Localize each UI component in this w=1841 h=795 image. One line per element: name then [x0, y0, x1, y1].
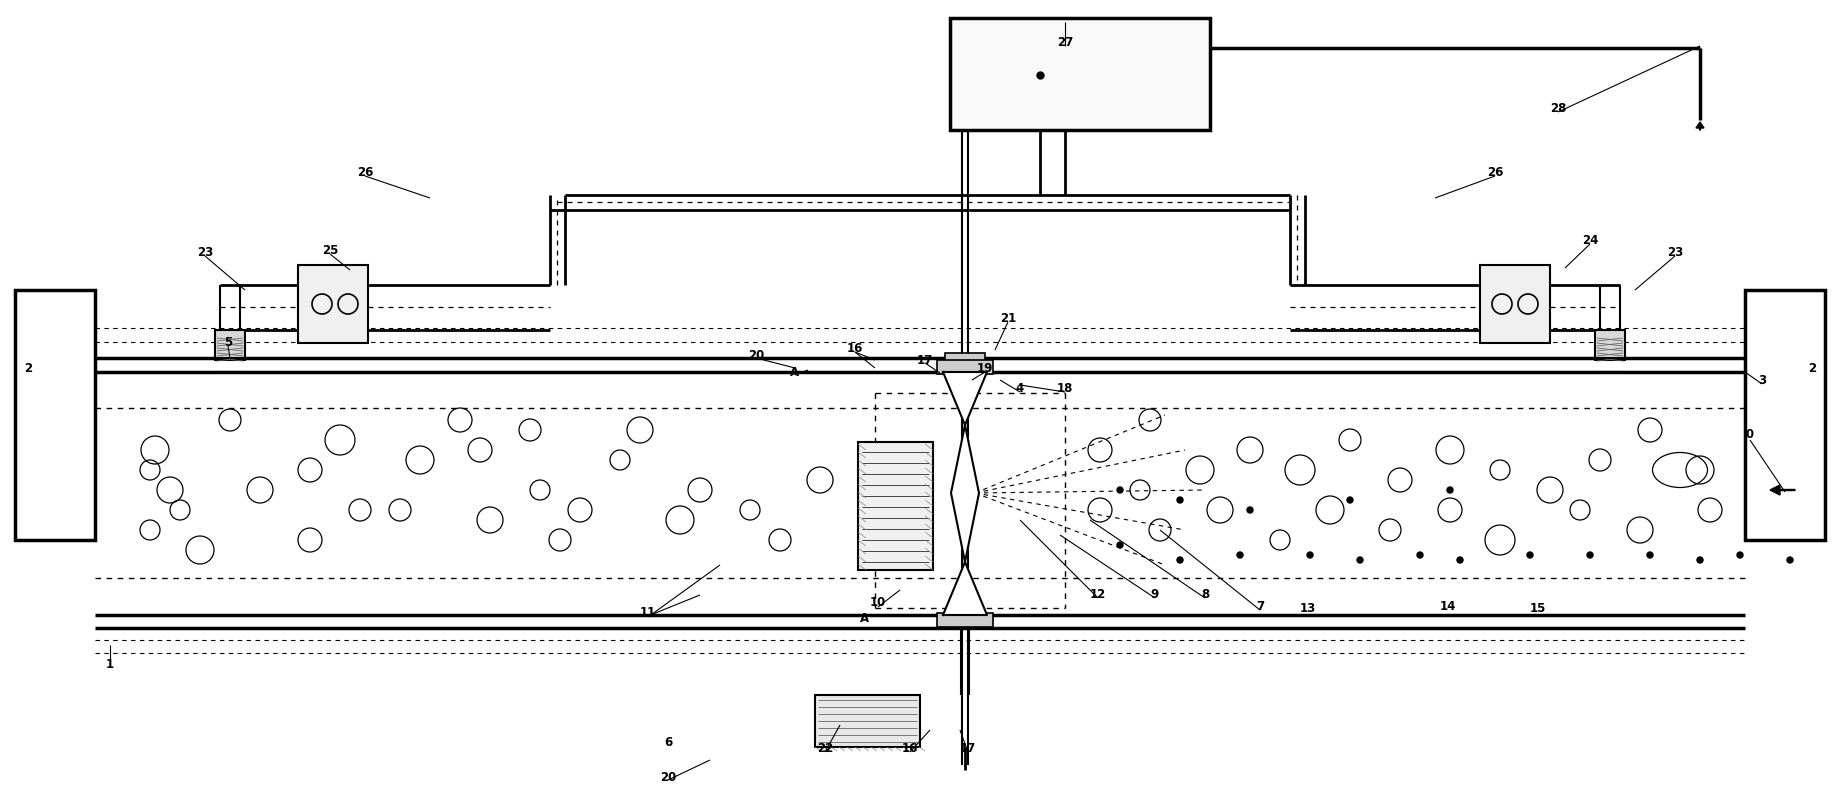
Text: 12: 12 [1090, 588, 1106, 602]
Text: 26: 26 [357, 165, 374, 179]
Bar [1594, 330, 1626, 360]
Text: 24: 24 [1581, 234, 1598, 246]
FancyArrow shape [1696, 122, 1705, 130]
Text: 25: 25 [322, 243, 339, 257]
Circle shape [1418, 552, 1423, 558]
Bar [1480, 265, 1550, 343]
Circle shape [1176, 497, 1184, 503]
Text: 23: 23 [1666, 246, 1683, 258]
Text: 3: 3 [1758, 374, 1766, 386]
Text: 17: 17 [959, 742, 976, 754]
Circle shape [1697, 557, 1703, 563]
Circle shape [1456, 557, 1464, 563]
Text: A: A [860, 611, 869, 625]
Text: 18: 18 [1057, 382, 1073, 394]
Polygon shape [943, 372, 987, 425]
Circle shape [1117, 487, 1123, 493]
Text: 14: 14 [1440, 600, 1456, 614]
Circle shape [1237, 552, 1243, 558]
Text: 23: 23 [197, 246, 214, 258]
Circle shape [1648, 552, 1653, 558]
Text: 10: 10 [871, 596, 886, 610]
Text: 22: 22 [817, 742, 834, 754]
Text: 1: 1 [107, 658, 114, 672]
Bar [1745, 290, 1824, 540]
Circle shape [1307, 552, 1313, 558]
Text: A: A [790, 366, 799, 378]
Circle shape [1176, 557, 1184, 563]
Circle shape [1117, 542, 1123, 548]
Bar [944, 353, 985, 363]
FancyArrow shape [1769, 485, 1795, 495]
Text: 27: 27 [1057, 36, 1073, 48]
Bar [950, 18, 1210, 130]
Text: 9: 9 [1151, 588, 1160, 602]
Text: 20: 20 [747, 348, 764, 362]
Polygon shape [943, 562, 987, 615]
Text: 4: 4 [1016, 382, 1024, 394]
Text: 15: 15 [1530, 602, 1546, 615]
Circle shape [1348, 497, 1353, 503]
Text: 21: 21 [1000, 312, 1016, 324]
Text: 16: 16 [847, 342, 863, 355]
Text: 2: 2 [1808, 362, 1815, 374]
Circle shape [1357, 557, 1362, 563]
Text: 19: 19 [978, 362, 992, 374]
Bar [298, 265, 368, 343]
Bar [937, 360, 992, 374]
Text: 5: 5 [225, 335, 232, 348]
Bar [816, 695, 920, 747]
Text: 2: 2 [24, 362, 31, 374]
Bar [215, 330, 245, 360]
Text: 17: 17 [917, 354, 933, 366]
Text: 16: 16 [902, 742, 919, 754]
Text: 7: 7 [1256, 600, 1265, 614]
Text: 20: 20 [659, 771, 676, 785]
Bar [944, 613, 985, 623]
Text: 13: 13 [1300, 602, 1316, 615]
Text: 11: 11 [641, 606, 655, 619]
Circle shape [1246, 507, 1254, 513]
Polygon shape [952, 425, 979, 562]
Bar [15, 290, 96, 540]
Text: 6: 6 [665, 735, 672, 749]
Circle shape [1738, 552, 1743, 558]
Text: 26: 26 [1488, 165, 1504, 179]
Text: 8: 8 [1200, 588, 1210, 602]
Bar [937, 613, 992, 627]
Bar [858, 442, 933, 570]
Text: 0: 0 [1745, 429, 1754, 441]
Circle shape [1587, 552, 1592, 558]
Circle shape [1788, 557, 1793, 563]
Circle shape [1447, 487, 1453, 493]
Text: 28: 28 [1550, 102, 1567, 114]
Circle shape [1526, 552, 1534, 558]
